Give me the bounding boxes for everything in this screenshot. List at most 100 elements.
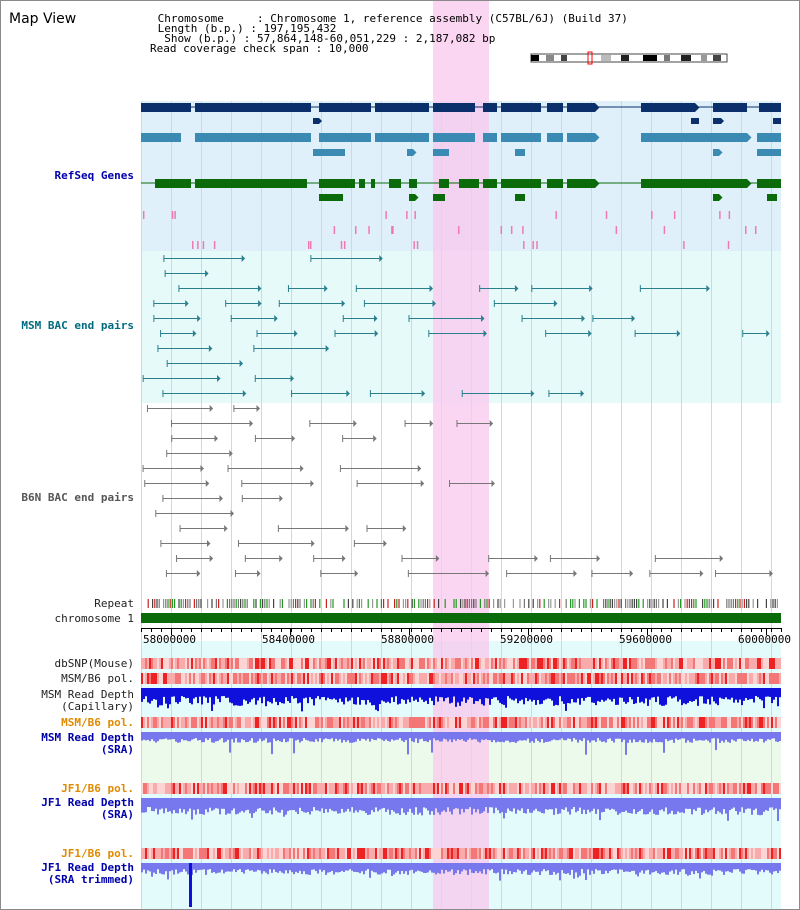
- jf1-b6-pol-cell: [593, 848, 595, 859]
- msm-b6-pol-cell: [571, 673, 573, 684]
- msm-depth-capillary-bar: [629, 688, 631, 698]
- msm-depth-capillary-bar: [261, 688, 263, 704]
- msm-b6-pol-cell: [717, 717, 719, 728]
- msm-depth-sra-bar: [595, 732, 597, 742]
- jf1-b6-pol-cell: [719, 848, 721, 859]
- msm-b6-pol-cell: [479, 717, 481, 728]
- msm-depth-sra-bar: [171, 732, 173, 740]
- msm-depth-sra-bar: [573, 732, 575, 739]
- jf1-depth-trimmed-spike: [189, 863, 192, 907]
- msm-depth-sra-bar: [565, 732, 567, 741]
- msm-b6-pol-cell: [361, 717, 363, 728]
- dbsnp-density-cell: [351, 658, 353, 669]
- msm-depth-sra-bar: [503, 732, 505, 743]
- jf1-depth-sra-bar: [269, 798, 271, 811]
- jf1-depth-trimmed-bar: [769, 863, 771, 873]
- msm-depth-capillary-bar: [527, 688, 529, 702]
- msm-depth-sra-bar: [201, 732, 203, 743]
- jf1-b6-pol-cell: [567, 783, 569, 794]
- msm-b6-pol-cell: [247, 673, 249, 684]
- msm-b6-pol-cell: [599, 717, 601, 728]
- b6n-bac-end-arrow: [345, 525, 349, 532]
- jf1-b6-pol-cell: [485, 848, 487, 859]
- msm-b6-pol-cell: [237, 717, 239, 728]
- msm-depth-sra-bar: [763, 732, 765, 743]
- jf1-b6-pol-cell: [531, 848, 533, 859]
- msm-depth-sra-bar: [557, 732, 559, 741]
- jf1-depth-sra-bar: [639, 798, 641, 811]
- msm-b6-pol-cell: [177, 673, 179, 684]
- msm-b6-pol-cell: [505, 673, 507, 684]
- dbsnp-density-cell: [417, 658, 419, 669]
- msm-b6-pol-cell: [607, 717, 609, 728]
- msm-b6-pol-cell: [381, 673, 383, 684]
- msm-b6-pol-cell: [275, 673, 277, 684]
- msm-b6-pol-cell: [439, 717, 441, 728]
- repeat-element: [488, 599, 490, 608]
- msm-depth-capillary-bar: [351, 688, 353, 698]
- jf1-b6-pol-cell: [753, 848, 755, 859]
- repeat-element: [607, 599, 609, 608]
- jf1-depth-trimmed-bar: [307, 863, 309, 875]
- msm-b6-pol-cell: [679, 673, 681, 684]
- msm-depth-capillary-bar: [595, 688, 597, 706]
- jf1-depth-trimmed-bar: [733, 863, 735, 870]
- jf1-b6-pol-cell: [621, 848, 623, 859]
- jf1-depth-trimmed-bar: [553, 863, 555, 872]
- msm-b6-pol-cell: [269, 673, 271, 684]
- jf1-b6-pol-cell: [715, 848, 717, 859]
- msm-b6-pol-cell: [141, 673, 143, 684]
- track-label-b6n-bac: B6N BAC end pairs: [21, 491, 134, 504]
- refseq-small-feature: [673, 211, 676, 219]
- msm-depth-sra-bar: [365, 732, 367, 741]
- msm-b6-pol-cell: [443, 717, 445, 728]
- jf1-b6-pol-cell: [179, 848, 181, 859]
- dbsnp-density-cell: [183, 658, 185, 669]
- jf1-b6-pol-cell: [701, 848, 703, 859]
- jf1-b6-pol-cell: [539, 848, 541, 859]
- jf1-b6-pol-cell: [297, 848, 299, 859]
- jf1-b6-pol-cell: [765, 783, 767, 794]
- msm-depth-sra-bar: [659, 732, 661, 743]
- refseq-small-feature: [171, 211, 174, 219]
- jf1-b6-pol-cell: [767, 783, 769, 794]
- msm-depth-capillary-bar: [645, 688, 647, 699]
- msm-b6-pol-cell: [181, 673, 183, 684]
- msm-depth-capillary-bar: [253, 688, 255, 698]
- jf1-b6-pol-cell: [153, 783, 155, 794]
- msm-b6-pol-cell: [639, 717, 641, 728]
- dbsnp-density-cell: [727, 658, 729, 669]
- msm-b6-pol-cell: [259, 717, 261, 728]
- msm-b6-pol-cell: [161, 673, 163, 684]
- jf1-depth-sra-bar: [191, 798, 193, 820]
- msm-b6-pol-cell: [229, 717, 231, 728]
- jf1-depth-trimmed-bar: [595, 863, 597, 870]
- jf1-b6-pol-cell: [255, 848, 257, 859]
- msm-depth-capillary-bar: [571, 688, 573, 700]
- dbsnp-density-cell: [425, 658, 427, 669]
- jf1-depth-sra-bar: [355, 798, 357, 811]
- dbsnp-density-cell: [257, 658, 259, 669]
- jf1-b6-pol-cell: [707, 783, 709, 794]
- repeat-element: [616, 599, 618, 608]
- msm-depth-capillary-bar: [315, 688, 317, 699]
- msm-depth-capillary-bar: [147, 688, 149, 703]
- dbsnp-density-cell: [507, 658, 509, 669]
- msm-depth-sra-bar: [435, 732, 437, 741]
- jf1-b6-pol-cell: [225, 848, 227, 859]
- jf1-depth-sra-bar: [535, 798, 537, 809]
- jf1-b6-pol-cell: [163, 783, 165, 794]
- msm-b6-pol-cell: [597, 673, 599, 684]
- msm-b6-pol-cell: [453, 673, 455, 684]
- jf1-b6-pol-cell: [555, 783, 557, 794]
- msm-b6-pol-cell: [533, 717, 535, 728]
- msm-depth-capillary-bar: [491, 688, 493, 699]
- msm-b6-pol-cell: [147, 673, 149, 684]
- msm-depth-sra-bar: [209, 732, 211, 739]
- repeat-element: [330, 599, 332, 608]
- jf1-depth-sra-bar: [429, 798, 431, 815]
- dbsnp-density-cell: [597, 658, 599, 669]
- jf1-depth-trimmed-bar: [179, 863, 181, 873]
- jf1-b6-pol-cell: [495, 848, 497, 859]
